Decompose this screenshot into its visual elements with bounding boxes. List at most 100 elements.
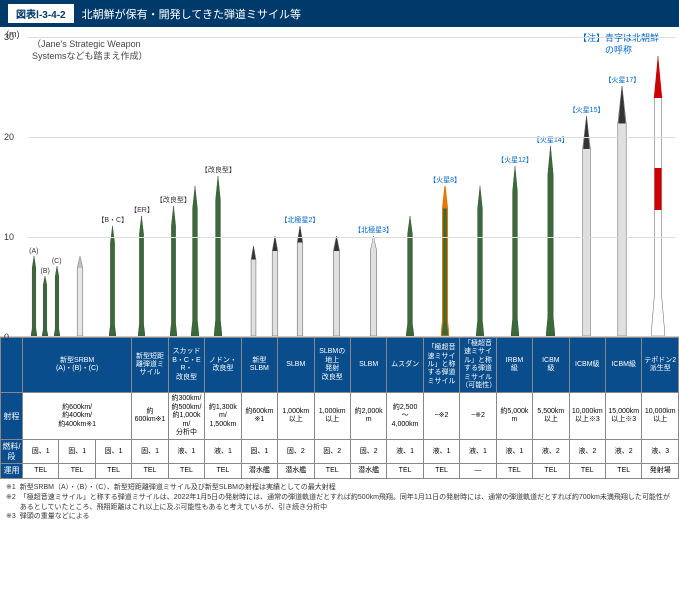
missile-svg xyxy=(42,276,48,336)
missile-icon xyxy=(406,216,414,336)
missile-label: 【火星15】 xyxy=(569,105,605,115)
table-cell: 液、2 xyxy=(569,440,605,464)
table-cell: 液、1 xyxy=(423,440,459,464)
y-axis: 0102030 xyxy=(0,27,30,336)
missile-label: 【火星17】 xyxy=(604,75,640,85)
table-cell: 液、1 xyxy=(460,440,496,464)
table-cell: TEL xyxy=(387,464,423,479)
missile-svg xyxy=(271,236,279,336)
table-cell: 固、2 xyxy=(350,440,386,464)
y-tick-label: 0 xyxy=(4,332,9,342)
missile-svg xyxy=(332,236,341,336)
table-cell: 固、2 xyxy=(278,440,314,464)
table-cell: 固、1 xyxy=(23,440,59,464)
missile-svg xyxy=(76,256,84,336)
missile-column: 【北極星2】 xyxy=(271,215,320,336)
column-header: 新型短距離弾道ミサイル xyxy=(132,338,168,393)
missile-column xyxy=(640,56,675,336)
table-cell: TEL xyxy=(314,464,350,479)
table-cell: 約600km※1 xyxy=(241,393,277,440)
missile-icon: 【ER】 xyxy=(130,205,154,336)
table-cell: 約600km※1 xyxy=(132,393,168,440)
row-header: 燃料/段 xyxy=(1,440,23,464)
table-cell: TEL xyxy=(132,464,168,479)
table-cell: TEL xyxy=(168,464,204,479)
y-tick-label: 30 xyxy=(4,32,14,42)
column-header: 新型SRBM(A)・(B)・(C) xyxy=(23,338,132,393)
missile-label: (B) xyxy=(40,268,49,275)
missile-column xyxy=(319,236,354,336)
chart-area: (m) 0102030 （Jane's Strategic WeaponSyst… xyxy=(0,27,679,337)
footnote-text: 弾頭の重量などによる xyxy=(20,512,90,522)
table-cell: 固、1 xyxy=(59,440,95,464)
missile-svg xyxy=(476,186,484,336)
table-cell: 1,000km以上 xyxy=(278,393,314,440)
table-cell: TEL xyxy=(23,464,59,479)
table-cell: 固、2 xyxy=(314,440,350,464)
missile-icon xyxy=(191,186,199,336)
figure-header: 図表Ⅰ-3-4-2 北朝鮮が保有・開発してきた弾道ミサイル等 xyxy=(0,0,679,27)
footnote: ※3弾頭の重量などによる xyxy=(6,512,673,522)
missile-icon: (B) xyxy=(40,268,49,336)
column-header: ICBM級 xyxy=(606,338,642,393)
column-header: スカッドB・C・ER・改良型 xyxy=(168,338,204,393)
table-cell: TEL xyxy=(569,464,605,479)
table-cell: 液、2 xyxy=(533,440,569,464)
missile-icon xyxy=(76,256,84,336)
table-cell: 約2,500～4,000km xyxy=(387,393,423,440)
missile-svg xyxy=(441,186,449,336)
missile-label: 【火星8】 xyxy=(429,175,461,185)
missile-svg xyxy=(250,246,257,336)
grid-line xyxy=(28,137,675,138)
table-cell: 10,000km以上※3 xyxy=(569,393,605,440)
column-header: テポドン2派生型 xyxy=(642,338,679,393)
column-header: SLBM xyxy=(350,338,386,393)
table-cell: −※2 xyxy=(423,393,459,440)
row-header: 運用 xyxy=(1,464,23,479)
missile-row: (A)(B)(C)【B・C】【ER】【改良型】【改良型】【北極星2】【北極星3】… xyxy=(28,27,675,336)
column-header: SLBMの地上発射改良型 xyxy=(314,338,350,393)
table-cell: TEL xyxy=(606,464,642,479)
table-cell: 約2,000km xyxy=(350,393,386,440)
row-header: 射程 xyxy=(1,393,23,440)
missile-label: (A) xyxy=(29,248,38,255)
table-cell: 液、1 xyxy=(496,440,532,464)
missile-icon: (C) xyxy=(52,258,62,336)
column-header: 「極超音速ミサイル」と称する弾道ミサイル xyxy=(423,338,459,393)
table-cell: TEL xyxy=(496,464,532,479)
table-cell: TEL xyxy=(95,464,131,479)
table-cell: TEL xyxy=(423,464,459,479)
table-cell: 約1,300km/1,500km xyxy=(205,393,241,440)
missile-svg xyxy=(616,86,628,336)
missile-column: (A) (B)(C) xyxy=(28,248,63,336)
missile-label: 【改良型】 xyxy=(156,195,191,205)
data-table-wrap: 新型SRBM(A)・(B)・(C)新型短距離弾道ミサイルスカッドB・C・ER・改… xyxy=(0,337,679,479)
table-cell: 15,000km以上※3 xyxy=(606,393,642,440)
missile-column: 【火星8】 xyxy=(428,175,463,336)
missile-icon: 【北極星3】 xyxy=(354,225,393,336)
table-cell: 約300km/約500km/約1,000km/分析中 xyxy=(168,393,204,440)
missile-label: 【B・C】 xyxy=(97,215,128,225)
grid-line xyxy=(28,237,675,238)
table-cell: 約600km/約400km/約400km※1 xyxy=(23,393,132,440)
missile-svg xyxy=(651,56,665,336)
grid-line xyxy=(28,37,675,38)
footnote-text: 「極超音速ミサイル」と称する弾道ミサイルは、2022年1月5日の発射時には、通常… xyxy=(20,493,673,513)
missile-icon: 【火星12】 xyxy=(497,155,533,336)
missile-icon: 【火星8】 xyxy=(429,175,461,336)
missile-icon: 【火星17】 xyxy=(604,75,640,336)
missile-label: 【改良型】 xyxy=(201,165,236,175)
column-header: IRBM級 xyxy=(496,338,532,393)
table-cell: 約5,000km xyxy=(496,393,532,440)
missile-icon xyxy=(651,56,665,336)
column-header: ノドン・改良型 xyxy=(205,338,241,393)
missile-icon: 【火星14】 xyxy=(533,135,569,336)
missile-svg xyxy=(406,216,414,336)
footnote-text: 新型SRBM（A）・（B）・（C）、新型短距離弾道ミサイル及び新型SLBMの射程… xyxy=(20,483,336,493)
data-table: 新型SRBM(A)・(B)・(C)新型短距離弾道ミサイルスカッドB・C・ER・改… xyxy=(0,337,679,479)
missile-icon xyxy=(271,236,279,336)
footnote: ※1新型SRBM（A）・（B）・（C）、新型短距離弾道ミサイル及び新型SLBMの… xyxy=(6,483,673,493)
table-cell: — xyxy=(460,464,496,479)
column-header: 「極超音速ミサイル」と称する弾道ミサイル（可能性） xyxy=(460,338,496,393)
footnotes: ※1新型SRBM（A）・（B）・（C）、新型短距離弾道ミサイル及び新型SLBMの… xyxy=(0,479,679,526)
